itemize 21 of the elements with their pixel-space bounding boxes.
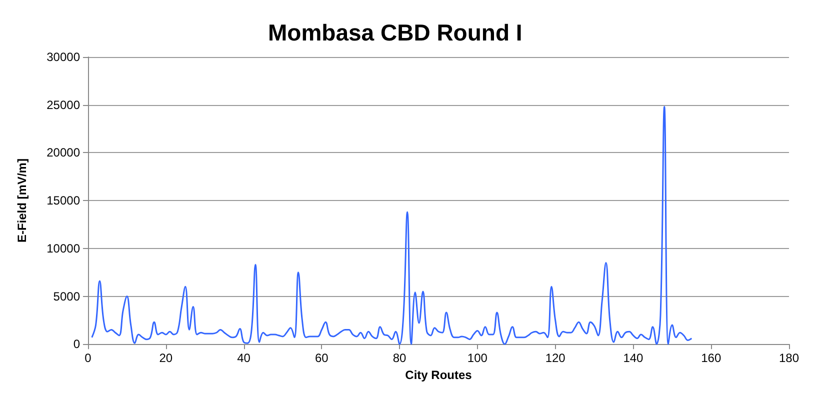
x-tick-label: 140 xyxy=(623,351,644,366)
y-tick-label: 30000 xyxy=(46,50,80,64)
chart-title: Mombasa CBD Round I xyxy=(268,20,522,46)
y-tick-label: 15000 xyxy=(46,194,80,208)
x-axis-title: City Routes xyxy=(405,368,472,382)
x-tick-label: 180 xyxy=(778,351,800,366)
y-axis-title: E-Field [mV/m] xyxy=(15,158,29,243)
x-tick-label: 60 xyxy=(314,351,329,366)
x-tick-label: 20 xyxy=(159,351,173,366)
x-tick-label: 160 xyxy=(701,351,722,366)
y-tick-label: 25000 xyxy=(46,98,80,112)
x-tick-label: 0 xyxy=(84,351,92,366)
y-tick-label: 10000 xyxy=(46,241,80,256)
y-tick-label: 5000 xyxy=(53,289,80,304)
y-tick-label: 20000 xyxy=(46,146,80,160)
x-tick-label: 40 xyxy=(237,351,251,366)
line-series xyxy=(91,106,692,345)
x-tick-label: 120 xyxy=(545,351,566,366)
y-tick-label: 0 xyxy=(73,337,80,352)
x-tick-label: 100 xyxy=(467,351,488,366)
x-tick-label: 80 xyxy=(392,351,407,366)
